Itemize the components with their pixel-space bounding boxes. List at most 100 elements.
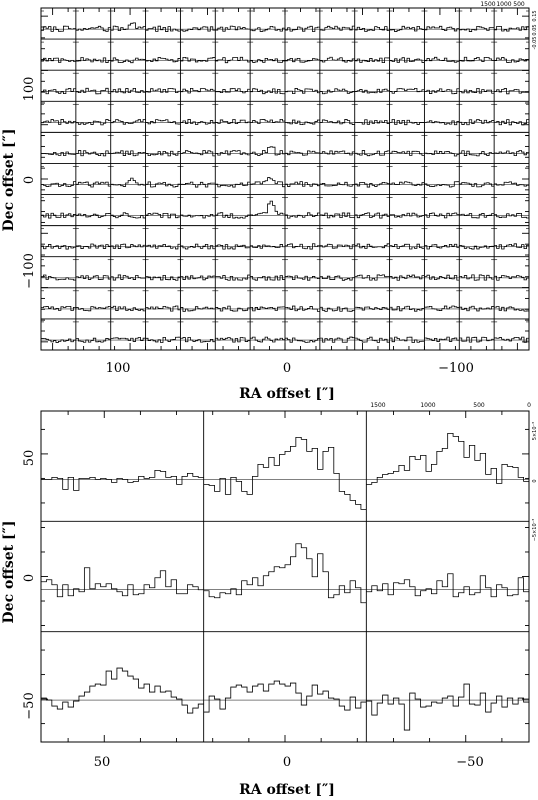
spectrum-trace: [41, 181, 76, 188]
spectrum-trace: [110, 119, 146, 125]
top-x-tick-label: 0: [283, 361, 291, 376]
spectrum-trace: [145, 87, 181, 94]
spectrum-trace: [389, 119, 425, 126]
spectrum-trace: [354, 181, 390, 188]
spectrum-trace: [215, 56, 251, 64]
spectrum-trace: [250, 306, 285, 312]
spectrum-trace: [145, 150, 181, 157]
spectrum-trace: [366, 683, 529, 731]
spectrum-trace: [75, 305, 111, 312]
bottom-right-axis-tick-label: 0: [532, 479, 538, 482]
spectrum-trace: [319, 306, 355, 312]
spectrum-trace: [424, 336, 460, 342]
bottom-x-axis-label: RA offset [″]: [239, 782, 335, 798]
spectrum-trace: [250, 200, 285, 217]
spectrum-trace: [110, 305, 146, 312]
spectrum-trace: [494, 57, 529, 63]
spectrum-trace: [494, 181, 529, 187]
bottom-y-tick-label: 50: [22, 450, 37, 467]
top-x-tick-label: 100: [106, 361, 131, 376]
spectrum-trace: [41, 567, 204, 598]
bottom-right-axis-tick-label: 5×10⁻³: [532, 422, 538, 440]
spectrum-trace: [424, 274, 460, 281]
spectrum-trace: [110, 57, 146, 64]
spectrum-trace: [250, 88, 285, 95]
spectrum-trace: [75, 181, 111, 188]
spectrum-trace: [41, 57, 76, 63]
bottom-y-tick-label: 0: [22, 574, 37, 582]
spectrum-trace: [110, 150, 146, 157]
spectrum-trace: [389, 274, 425, 281]
spectrum-trace: [459, 119, 495, 126]
spectrum-trace: [494, 150, 529, 157]
bottom-plot-frame: [40, 410, 530, 743]
spectrum-trace: [319, 119, 355, 125]
spectrum-trace: [366, 573, 529, 598]
spectrum-trace: [354, 243, 390, 249]
spectrum-trace: [145, 181, 181, 188]
spectrum-trace: [424, 305, 460, 311]
spectrum-trace: [389, 336, 425, 343]
bottom-x-tick-label: −50: [456, 755, 483, 770]
spectrum-trace: [389, 25, 425, 32]
spectrum-trace: [424, 88, 460, 95]
spectrum-trace: [459, 56, 495, 62]
spectrum-trace: [110, 177, 146, 187]
spectrum-trace: [250, 244, 285, 249]
spectrum-trace: [424, 25, 460, 32]
spectrum-trace: [319, 88, 355, 95]
spectrum-trace: [215, 88, 251, 94]
spectrum-trace: [319, 25, 355, 31]
top-right-axis-tick-label: 0.15: [532, 10, 538, 21]
spectrum-trace: [41, 274, 76, 281]
spectrum-trace: [145, 336, 181, 343]
spectrum-trace: [285, 243, 320, 250]
spectrum-trace: [250, 119, 285, 124]
spectrum-trace: [215, 274, 251, 281]
spectrum-trace: [180, 275, 216, 281]
spectrum-trace: [41, 151, 76, 156]
top-top-axis-tick-label: 1000: [496, 1, 511, 8]
spectrum-trace: [424, 212, 460, 219]
spectrum-trace: [459, 274, 495, 281]
spectrum-trace: [180, 213, 216, 219]
spectrum-trace: [389, 150, 425, 156]
spectrum-trace: [389, 305, 425, 312]
spectrum-trace: [41, 25, 76, 32]
spectrum-trace: [215, 181, 251, 188]
spectrum-trace: [215, 150, 251, 156]
spectrum-trace: [203, 680, 367, 713]
spectrum-trace: [110, 243, 146, 249]
spectrum-trace: [145, 57, 181, 63]
spectrum-trace: [354, 274, 390, 281]
bottom-right-axis-tick-label: −5×10⁻³: [532, 519, 538, 542]
spectrum-trace: [41, 338, 76, 343]
spectrum-trace: [285, 181, 320, 187]
spectrum-trace: [354, 306, 390, 311]
top-x-tick-label: −100: [438, 361, 474, 376]
spectrum-trace: [75, 212, 111, 218]
spectrum-trace: [354, 26, 390, 32]
spectrum-trace: [110, 87, 146, 94]
spectrum-trace: [459, 182, 495, 188]
spectrum-trace: [180, 119, 216, 125]
spectrum-trace: [354, 119, 390, 125]
spectrum-trace: [110, 22, 146, 31]
spectrum-trace: [75, 87, 111, 95]
spectrum-trace: [354, 212, 390, 219]
spectrum-trace: [459, 26, 495, 32]
spectrum-trace: [180, 181, 216, 188]
spectrum-trace: [319, 336, 355, 343]
spectrum-trace: [145, 119, 181, 125]
spectrum-trace: [180, 26, 216, 32]
spectrum-trace: [110, 274, 146, 281]
spectrum-trace: [424, 120, 460, 126]
spectrum-trace: [215, 25, 251, 32]
spectrum-trace: [145, 212, 181, 219]
spectrum-trace: [459, 305, 495, 312]
spectrum-trace: [250, 275, 285, 281]
bottom-grid-lines: [41, 411, 529, 742]
spectrum-trace: [285, 119, 320, 125]
spectrum-trace: [424, 181, 460, 188]
spectrum-trace: [354, 336, 390, 343]
